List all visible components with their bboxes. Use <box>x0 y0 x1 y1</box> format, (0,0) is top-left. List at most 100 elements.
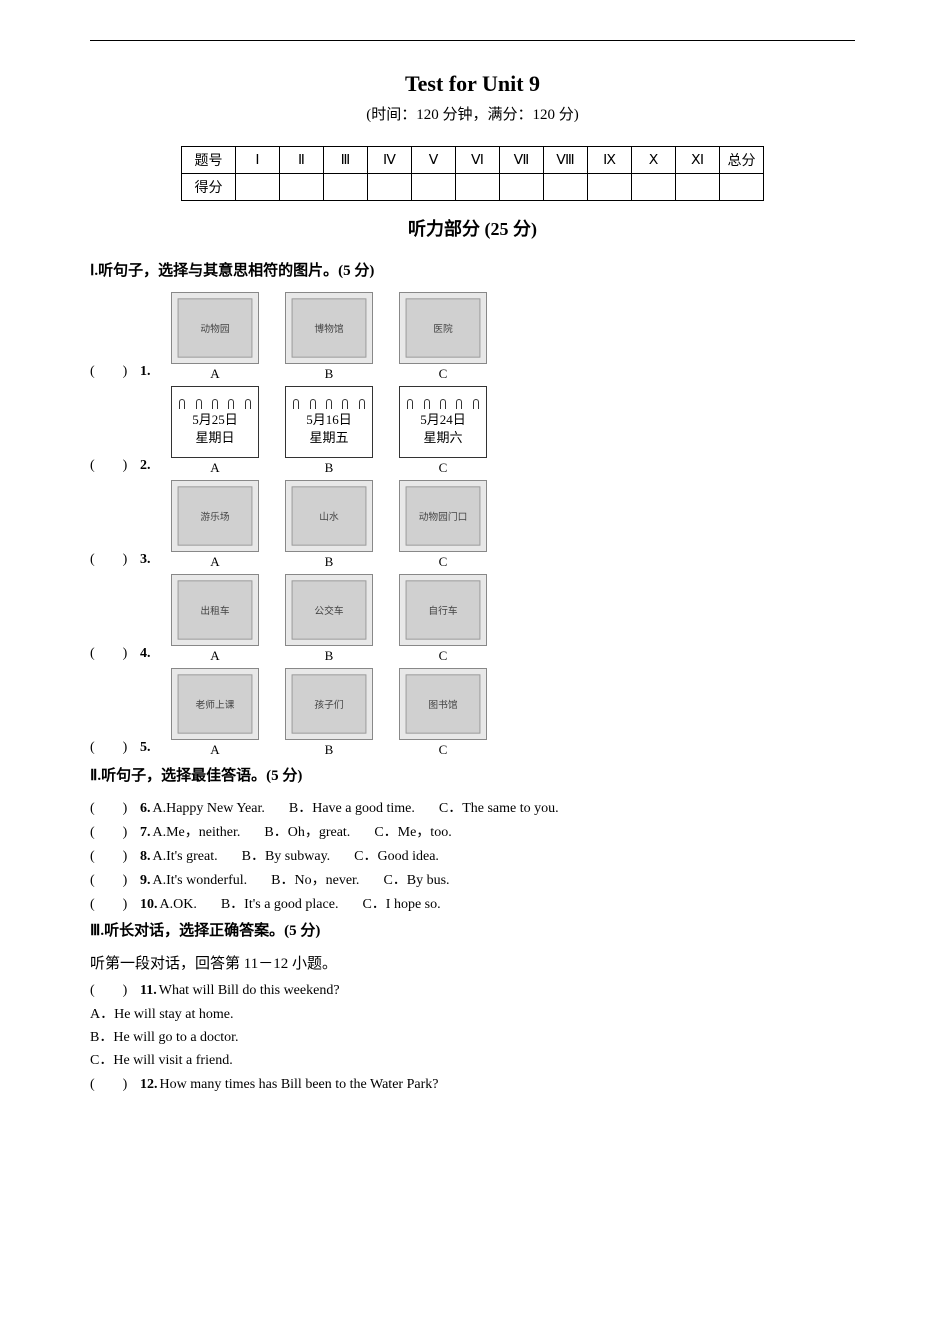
score-cell[interactable] <box>236 174 280 201</box>
image-option-column: 5月25日星期日A <box>160 386 270 476</box>
q11-option-c: C．He will visit a friend. <box>90 1049 855 1069</box>
calendar-rings-icon <box>402 397 484 411</box>
answer-bracket[interactable]: ( ) <box>90 797 140 817</box>
image-option-column: 出租车 A <box>160 574 270 664</box>
text-question-line: ( )8.A.It's great.B．By subway.C．Good ide… <box>90 845 855 865</box>
score-cell[interactable] <box>676 174 720 201</box>
score-cell[interactable] <box>720 174 764 201</box>
question-options: 10.A.OK.B．It's a good place.C．I hope so. <box>140 893 855 913</box>
answer-option: B．It's a good place. <box>221 893 339 913</box>
option-image: 出租车 <box>171 574 259 646</box>
image-option-label: C <box>439 366 448 382</box>
image-option-column: 图书馆C <box>388 668 498 758</box>
score-cell[interactable] <box>368 174 412 201</box>
answer-bracket[interactable]: ( ) <box>90 893 140 913</box>
question-number: 7. <box>140 825 151 840</box>
answer-bracket[interactable]: ( ) <box>90 736 140 758</box>
answer-bracket[interactable]: ( ) <box>90 360 140 382</box>
page-subtitle: (时间：120 分钟，满分：120 分) <box>90 103 855 124</box>
score-cell[interactable] <box>456 174 500 201</box>
image-option-label: C <box>439 554 448 570</box>
question-number: 8. <box>140 849 151 864</box>
answer-option: A.Happy New Year. <box>153 801 265 817</box>
question-12: ( ) 12.How many times has Bill been to t… <box>90 1073 855 1093</box>
option-image: 图书馆 <box>399 668 487 740</box>
answer-bracket[interactable]: ( ) <box>90 845 140 865</box>
col-header: Ⅰ <box>236 147 280 174</box>
image-option-column: 孩子们B <box>274 668 384 758</box>
answer-option: B．Oh，great. <box>264 821 350 841</box>
answer-bracket[interactable]: ( ) <box>90 821 140 841</box>
col-header: 总分 <box>720 147 764 174</box>
picture-question-row: ( )2.5月25日星期日A5月16日星期五B5月24日星期六C <box>90 386 855 476</box>
col-header: Ⅹ <box>632 147 676 174</box>
calendar-image: 5月24日星期六 <box>399 386 487 458</box>
option-image: 自行车 <box>399 574 487 646</box>
answer-option: C．Good idea. <box>354 845 439 865</box>
score-cell[interactable] <box>412 174 456 201</box>
answer-bracket[interactable]: ( ) <box>90 454 140 476</box>
image-option-column: 山水B <box>274 480 384 570</box>
answer-option: B．By subway. <box>242 845 331 865</box>
col-header: Ⅸ <box>588 147 632 174</box>
option-image: 博物馆 <box>285 292 373 364</box>
question-number: 4. <box>140 646 160 664</box>
score-cell[interactable] <box>280 174 324 201</box>
score-cell[interactable] <box>544 174 588 201</box>
question-number: 2. <box>140 458 160 476</box>
score-cell[interactable] <box>324 174 368 201</box>
answer-option: A.It's wonderful. <box>153 873 248 889</box>
image-option-label: B <box>325 648 334 664</box>
question-number: 5. <box>140 740 160 758</box>
option-image: 动物园门口 <box>399 480 487 552</box>
answer-bracket[interactable]: ( ) <box>90 1073 140 1093</box>
option-image: 老师上课 <box>171 668 259 740</box>
col-header: Ⅵ <box>456 147 500 174</box>
answer-option: A.Me，neither. <box>153 821 241 841</box>
score-table-header-row: 题号 Ⅰ Ⅱ Ⅲ Ⅳ Ⅴ Ⅵ Ⅶ Ⅷ Ⅸ Ⅹ Ⅺ 总分 <box>182 147 764 174</box>
image-option-label: A <box>210 648 219 664</box>
col-header: 题号 <box>182 147 236 174</box>
svg-text:游乐场: 游乐场 <box>200 510 229 523</box>
question-number: 3. <box>140 552 160 570</box>
answer-option: C．Me，too. <box>374 821 451 841</box>
calendar-rings-icon <box>174 397 256 411</box>
answer-bracket[interactable]: ( ) <box>90 869 140 889</box>
answer-option: B．No，never. <box>271 869 359 889</box>
svg-text:图书馆: 图书馆 <box>428 698 457 711</box>
part3-instruction: 听第一段对话，回答第 11－12 小题。 <box>90 952 855 973</box>
question-options: 8.A.It's great.B．By subway.C．Good idea. <box>140 845 855 865</box>
score-table: 题号 Ⅰ Ⅱ Ⅲ Ⅳ Ⅴ Ⅵ Ⅶ Ⅷ Ⅸ Ⅹ Ⅺ 总分 得分 <box>181 146 764 201</box>
score-cell[interactable] <box>632 174 676 201</box>
col-header: Ⅱ <box>280 147 324 174</box>
image-option-column: 游乐场A <box>160 480 270 570</box>
calendar-weekday: 星期六 <box>423 429 462 447</box>
image-option-column: 医院 C <box>388 292 498 382</box>
image-option-label: A <box>210 742 219 758</box>
question-options: 9.A.It's wonderful.B．No，never.C．By bus. <box>140 869 855 889</box>
answer-bracket[interactable]: ( ) <box>90 979 140 999</box>
svg-text:公交车: 公交车 <box>314 604 343 617</box>
q11-option-a: A．He will stay at home. <box>90 1003 855 1023</box>
page-title: Test for Unit 9 <box>90 71 855 97</box>
option-image: 医院 <box>399 292 487 364</box>
score-cell[interactable] <box>500 174 544 201</box>
image-option-column: 公交车 B <box>274 574 384 664</box>
answer-bracket[interactable]: ( ) <box>90 548 140 570</box>
picture-question-row: ( )5. 老师上课 A 孩子们B图书馆C <box>90 668 855 758</box>
image-option-label: B <box>325 554 334 570</box>
answer-bracket[interactable]: ( ) <box>90 642 140 664</box>
image-option-label: B <box>325 366 334 382</box>
listening-section-title: 听力部分 (25 分) <box>90 215 855 241</box>
score-cell[interactable] <box>588 174 632 201</box>
text-question-line: ( )7.A.Me，neither. B．Oh，great. C．Me，too. <box>90 821 855 841</box>
svg-text:孩子们: 孩子们 <box>314 698 343 711</box>
image-option-label: C <box>439 648 448 664</box>
question-number: 12. <box>140 1077 158 1092</box>
calendar-weekday: 星期日 <box>195 429 234 447</box>
image-option-column: 5月16日星期五B <box>274 386 384 476</box>
image-option-label: A <box>210 460 219 476</box>
question-text: How many times has Bill been to the Wate… <box>160 1077 439 1092</box>
option-image: 孩子们 <box>285 668 373 740</box>
col-header: Ⅷ <box>544 147 588 174</box>
